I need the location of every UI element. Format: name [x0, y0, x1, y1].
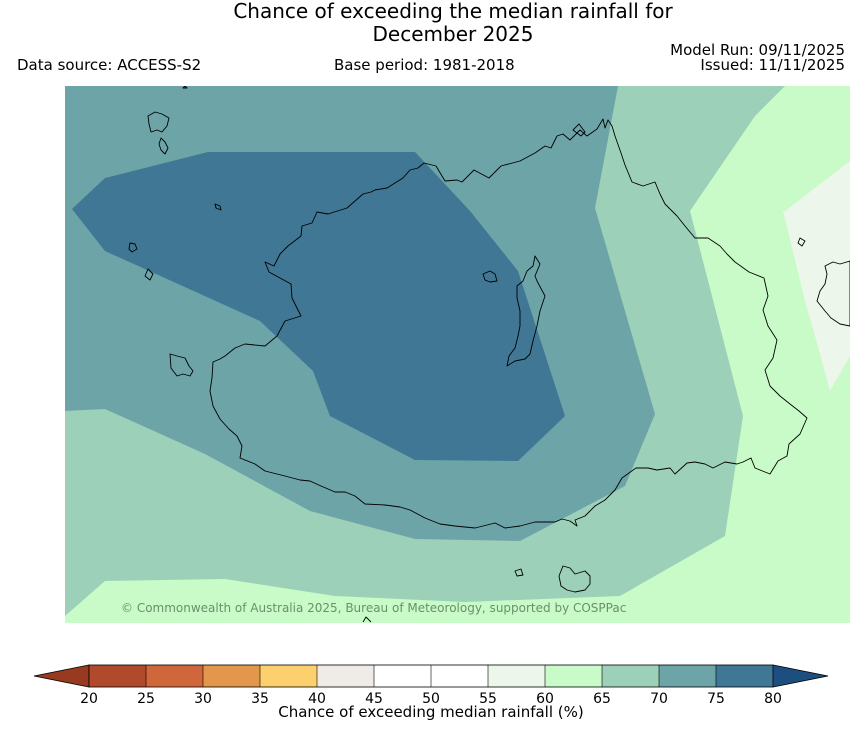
zone-60-65	[65, 86, 850, 623]
colorbar-tick-label: 40	[308, 691, 326, 707]
page-title: Chance of exceeding the median rainfall …	[0, 0, 862, 46]
data-source: Data source: ACCESS-S2	[17, 56, 202, 74]
colorbar-segment	[659, 665, 717, 687]
issued-date: Issued: 11/11/2025	[700, 56, 845, 74]
colorbar-segment	[374, 665, 432, 687]
colorbar-label: Chance of exceeding median rainfall (%)	[278, 703, 584, 721]
colorbar-tick-label: 50	[422, 691, 440, 707]
copyright-notice: © Commonwealth of Australia 2025, Bureau…	[121, 601, 626, 615]
zone-75-80	[72, 152, 565, 461]
colorbar-segments	[89, 665, 774, 687]
colorbar-tick-label: 70	[650, 691, 668, 707]
colorbar-tick-label: 55	[479, 691, 497, 707]
colorbar-over-arrow	[772, 664, 829, 688]
colorbar-segment	[545, 665, 603, 687]
base-period: Base period: 1981-2018	[334, 56, 515, 74]
colorbar-segment	[716, 665, 774, 687]
colorbar: 20 25 30 35 40 45 50 55 60 65 70 75 80	[33, 664, 829, 707]
colorbar-frame	[88, 664, 774, 688]
colorbar-segment	[260, 665, 318, 687]
zone-55-60	[783, 161, 850, 391]
forecast-map: © Commonwealth of Australia 2025, Bureau…	[65, 86, 850, 623]
colorbar-tick-label: 65	[593, 691, 611, 707]
colorbar-tick-label: 25	[137, 691, 155, 707]
coastlines	[128, 86, 850, 623]
colorbar-segment	[89, 665, 147, 687]
colorbar-tick-label: 35	[251, 691, 269, 707]
colorbar-tick-label: 75	[707, 691, 725, 707]
colorbar-tick-label: 30	[194, 691, 212, 707]
colorbar-ticks: 20 25 30 35 40 45 50 55 60 65 70 75 80	[80, 691, 782, 707]
colorbar-segment	[146, 665, 204, 687]
title-line-2: December 2025	[372, 22, 534, 46]
colorbar-tick-label: 20	[80, 691, 98, 707]
colorbar-tick-label: 80	[764, 691, 782, 707]
colorbar-under-arrow	[33, 664, 90, 688]
colorbar-tick-label: 45	[365, 691, 383, 707]
colorbar-segment	[431, 665, 489, 687]
colorbar-tick-label: 60	[536, 691, 554, 707]
colorbar-segment	[488, 665, 546, 687]
colorbar-segment	[203, 665, 261, 687]
model-run: Model Run: 09/11/2025	[670, 41, 845, 59]
colorbar-segment	[317, 665, 375, 687]
colorbar-segment	[602, 665, 660, 687]
title-line-1: Chance of exceeding the median rainfall …	[233, 0, 673, 23]
zone-65-70	[65, 86, 850, 623]
